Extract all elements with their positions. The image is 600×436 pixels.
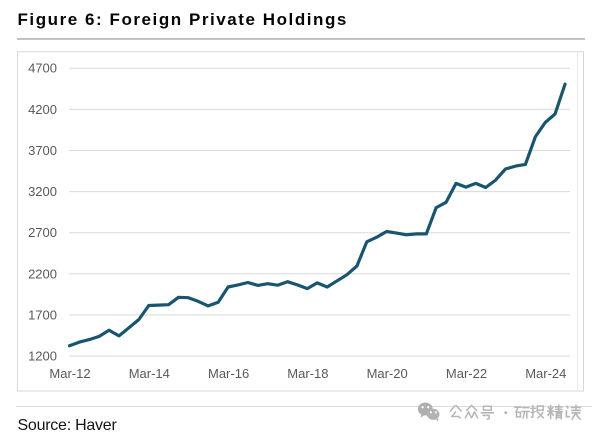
- svg-text:3700: 3700: [28, 143, 57, 158]
- svg-text:Source: Haver: Source: Haver: [18, 417, 118, 434]
- svg-text:Mar-16: Mar-16: [208, 366, 249, 381]
- svg-text:Mar-22: Mar-22: [446, 366, 487, 381]
- svg-text:1700: 1700: [28, 308, 57, 323]
- svg-text:Mar-12: Mar-12: [49, 366, 90, 381]
- svg-text:2200: 2200: [28, 266, 57, 281]
- svg-text:4200: 4200: [28, 102, 57, 117]
- svg-text:2700: 2700: [28, 225, 57, 240]
- svg-text:Figure 6: Foreign Private Hold: Figure 6: Foreign Private Holdings: [18, 10, 348, 29]
- svg-text:Mar-18: Mar-18: [287, 366, 328, 381]
- svg-text:Mar-24: Mar-24: [525, 366, 566, 381]
- svg-text:Mar-20: Mar-20: [367, 366, 408, 381]
- svg-text:4700: 4700: [28, 61, 57, 76]
- svg-text:Mar-14: Mar-14: [129, 366, 170, 381]
- svg-text:3200: 3200: [28, 184, 57, 199]
- svg-text:1200: 1200: [28, 349, 57, 364]
